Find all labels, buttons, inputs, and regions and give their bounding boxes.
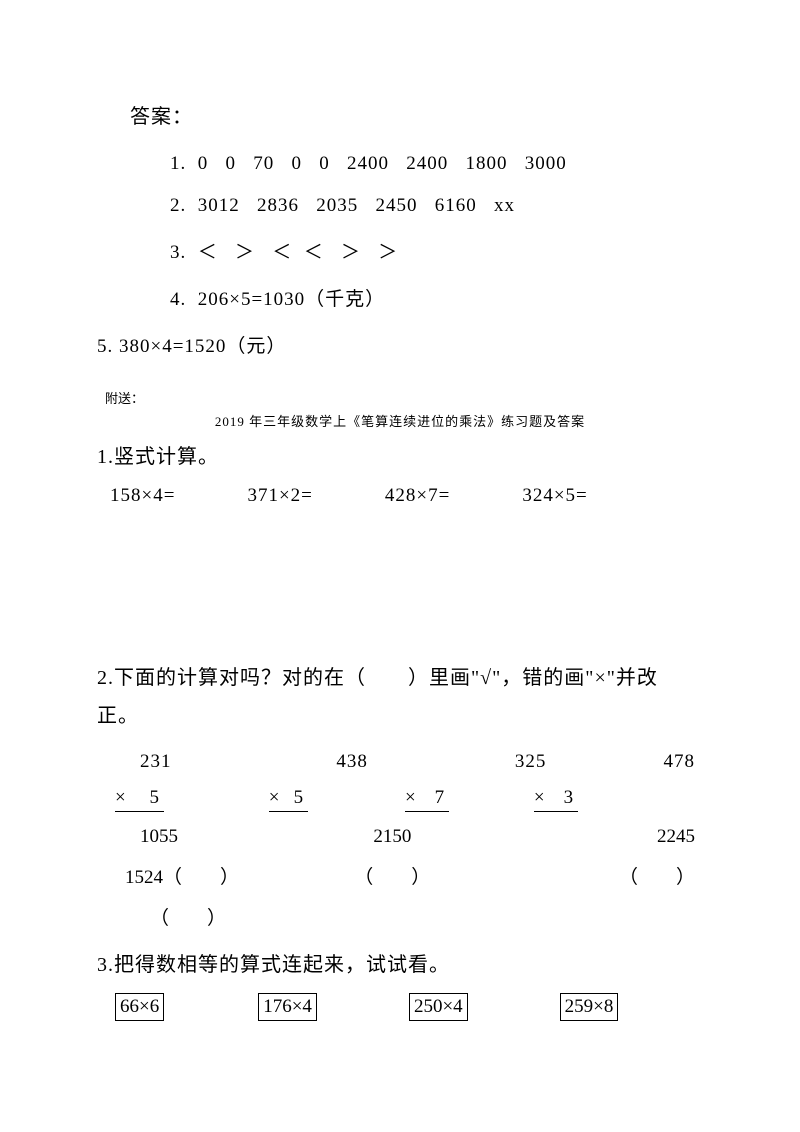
boxed-3: 250×4 — [409, 993, 468, 1021]
problem-1: 158×4= — [110, 485, 175, 507]
answer-line-2: 2. 3012 2836 2035 2450 6160 xx — [170, 195, 695, 217]
attachment-title: 2019 年三年级数学上《笔算连续进位的乘法》练习题及答案 — [105, 411, 695, 430]
calc-result-row: 1055 2150 2245 — [105, 826, 695, 848]
problems-row: 158×4= 371×2= 428×7= 324×5= — [110, 485, 695, 507]
calc-result-2: 2150 — [373, 826, 555, 848]
section1-title: 1.竖式计算。 — [97, 440, 695, 469]
calc-num-3: 325 — [515, 751, 659, 773]
attachment-label: 附送： — [105, 388, 695, 407]
boxed-2: 176×4 — [258, 993, 317, 1021]
calc-nums-row: 231 438 325 478 — [105, 751, 695, 773]
calc-num-4: 478 — [664, 751, 696, 773]
answer-title: 答案： — [130, 100, 695, 129]
calc-result-3: 2245 — [657, 826, 695, 848]
calc-check-2: （ ） — [354, 862, 519, 889]
calc-num-2: 438 — [336, 751, 485, 773]
calc-mult-2: × 5 — [269, 787, 308, 812]
boxed-row: 66×6 176×4 250×4 259×8 — [115, 993, 695, 1021]
calc-result-1: 1055 — [140, 826, 343, 848]
calc-check-1: 1524（ ） — [125, 862, 324, 889]
calc-check-3: （ ） — [619, 862, 695, 889]
problem-2: 371×2= — [247, 485, 312, 507]
answer-line-5: 5. 380×4=1520（元） — [97, 331, 695, 358]
calc-mult-row: × 5 × 5 × 7 × 3 — [105, 787, 695, 812]
answer-line-3: 3. ＜ ＞ ＜ ＜ ＞ ＞ — [170, 237, 695, 264]
problem-3: 428×7= — [385, 485, 450, 507]
boxed-4: 259×8 — [560, 993, 619, 1021]
section3-title: 3.把得数相等的算式连起来，试试看。 — [97, 948, 695, 977]
problem-4: 324×5= — [522, 485, 587, 507]
boxed-1: 66×6 — [115, 993, 164, 1021]
answer-line-4: 4. 206×5=1030（千克） — [170, 284, 695, 311]
answer-line-1: 1. 0 0 70 0 0 2400 2400 1800 3000 — [170, 153, 695, 175]
calc-check-4: （ ） — [150, 903, 695, 930]
calc-mult-3: × 7 — [405, 787, 449, 812]
calc-mult-4: × 3 — [534, 787, 578, 812]
calc-num-1: 231 — [140, 751, 316, 773]
calc-check-row: 1524（ ） （ ） （ ） — [105, 862, 695, 889]
section2-title: 2.下面的计算对吗？对的在（ ）里画"√"，错的画"×"并改正。 — [97, 659, 695, 735]
calc-mult-1: × 5 — [115, 787, 164, 812]
